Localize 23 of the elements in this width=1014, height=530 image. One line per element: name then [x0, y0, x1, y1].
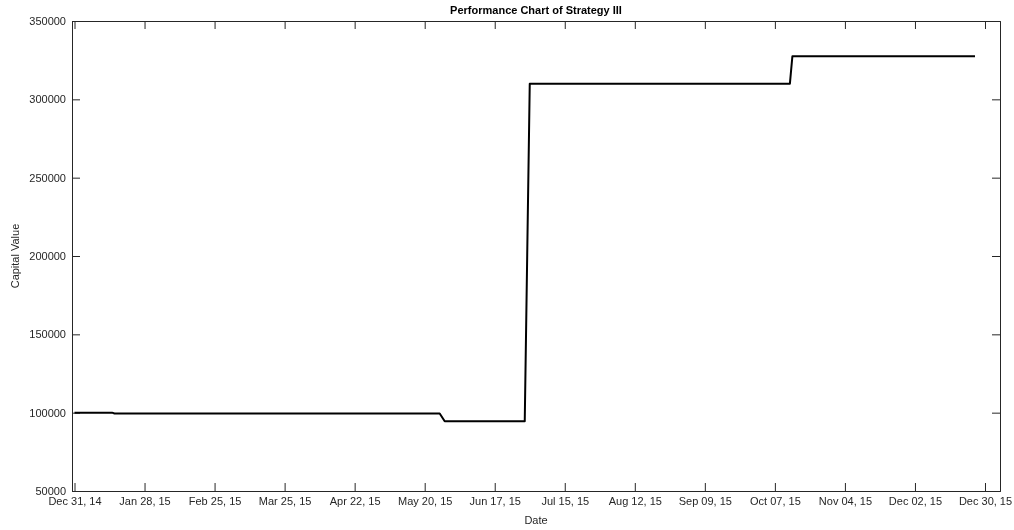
y-tick-label: 100000: [29, 406, 66, 419]
x-tick-label: Jan 28, 15: [119, 494, 171, 507]
x-tick-label: Jun 17, 15: [469, 494, 521, 507]
x-tick-label: Jul 15, 15: [541, 494, 590, 507]
y-tick-label: 200000: [29, 250, 66, 263]
x-tick-label: Apr 22, 15: [329, 494, 381, 507]
x-tick-label: Oct 07, 15: [750, 494, 801, 507]
y-tick-label: 350000: [29, 15, 66, 28]
y-tick-label: 150000: [29, 328, 66, 341]
x-tick-label: Nov 04, 15: [818, 494, 873, 507]
x-tick-label: Feb 25, 15: [188, 494, 242, 507]
y-tick-label: 300000: [29, 93, 66, 106]
x-tick-label: Mar 25, 15: [258, 494, 312, 507]
x-tick-label: Dec 30, 15: [958, 494, 1013, 507]
line-series: [73, 55, 976, 423]
x-axis-title: Date: [524, 514, 548, 526]
y-tick-label: 250000: [29, 171, 66, 184]
x-tick-label: Dec 02, 15: [888, 494, 943, 507]
y-axis-title: Capital Value: [9, 223, 21, 289]
x-tick-label: Sep 09, 15: [678, 494, 732, 507]
x-tick-label: May 20, 15: [397, 494, 453, 507]
x-tick-label: Aug 12, 15: [608, 494, 662, 507]
chart-title: Performance Chart of Strategy III: [450, 4, 622, 16]
